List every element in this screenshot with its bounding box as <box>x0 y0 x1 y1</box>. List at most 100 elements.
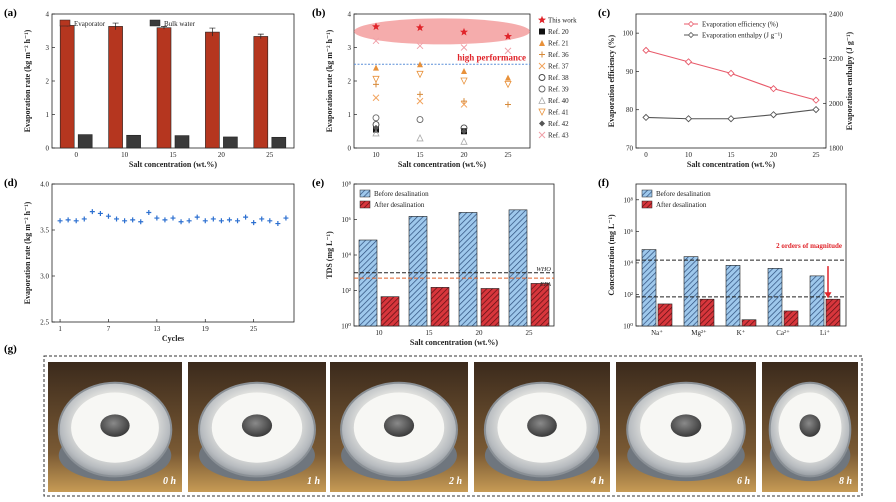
chart-b-legend-marker <box>538 131 546 139</box>
chart-d-point <box>218 218 224 224</box>
chart-d-point <box>243 214 249 220</box>
chart-c-point <box>684 115 693 123</box>
chart-a-errorbar <box>257 33 264 39</box>
chart-e-ytick-label: 10² <box>342 287 351 295</box>
photo-panel: 6 h <box>616 362 756 492</box>
chart-d-point <box>65 217 71 223</box>
chart-b-legend-label: Ref. 38 <box>548 74 569 82</box>
chart-b-ylabel: Evaporation rate (kg m⁻² h⁻¹) <box>325 29 334 132</box>
chart-d-point <box>194 214 200 220</box>
chart-d-point <box>226 217 232 223</box>
chart-b-ytick-label: 1 <box>348 111 352 119</box>
chart-b-legend-label: Ref. 39 <box>548 86 569 94</box>
chart-a-errorbar <box>112 22 119 30</box>
chart-d-frame <box>51 183 295 323</box>
chart-f-bar <box>657 303 673 327</box>
chart-f-ytick-label: 10⁴ <box>624 259 634 267</box>
chart-f-bar <box>699 298 715 327</box>
chart-d-ytick-label: 3.5 <box>40 227 49 235</box>
chart-c-ytick-label: 100 <box>623 30 634 38</box>
chart-e-bar <box>508 209 528 327</box>
chart-e-ytick-label: 10⁶ <box>342 216 352 224</box>
chart-e-ytick-label: 10⁴ <box>342 252 352 260</box>
chart-f-xtick-label: Ca²⁺ <box>776 329 790 337</box>
panel-label-f: (f) <box>598 177 609 189</box>
chart-d-point <box>251 220 257 226</box>
chart-d-point <box>210 216 216 222</box>
chart-d-point <box>138 219 144 225</box>
photo-time-label: 0 h <box>163 476 177 487</box>
chart-b-legend-label: Ref. 43 <box>548 132 569 140</box>
chart-a-bar <box>174 135 190 149</box>
chart-b-point <box>460 44 468 51</box>
chart-d-point <box>73 218 79 224</box>
chart-a-bar <box>77 134 93 149</box>
chart-f-ytick-label: 10⁰ <box>623 323 633 331</box>
evaporator-disc <box>670 414 702 437</box>
chart-e-ytick-label: 10⁸ <box>342 181 352 189</box>
chart-a-legend-label: Evaporator <box>74 20 106 28</box>
chart-c-ytick-label: 70 <box>626 145 634 153</box>
chart-b-point <box>505 101 511 108</box>
chart-e-reference-label: EPA <box>539 281 551 288</box>
chart-b-point <box>505 74 511 81</box>
chart-b-point <box>504 80 512 89</box>
chart-b-point <box>417 61 423 68</box>
chart-e-xtick-label: 10 <box>376 329 384 337</box>
chart-c-point <box>812 105 820 114</box>
chart-d-point <box>114 216 120 222</box>
chart-a-xtick-label: 15 <box>170 151 178 159</box>
chart-c-point <box>769 85 778 93</box>
chart-a-legend-swatch <box>59 19 71 27</box>
chart-b-point <box>416 23 424 32</box>
chart-b-legend-marker <box>539 28 545 35</box>
photo-strip: 0 h 1 h 2 h 4 h 6 h 8 h <box>48 362 858 492</box>
panel-label-a: (a) <box>4 7 17 19</box>
chart-e-legend-swatch <box>359 200 371 209</box>
chart-c-point <box>812 96 820 104</box>
chart-d-point <box>235 218 241 224</box>
chart-b-legend-marker <box>539 120 545 127</box>
chart-e-bar <box>530 283 550 327</box>
evaporator-disc <box>799 414 821 437</box>
chart-b-legend-marker <box>539 40 545 46</box>
chart-a-legend-label: Bulk water <box>164 20 196 28</box>
chart-a-xlabel: Salt concentration (wt.%) <box>129 160 218 169</box>
chart-f-ylabel: Concentration (mg L⁻¹) <box>607 214 616 296</box>
chart-b-legend-label: This work <box>548 17 577 25</box>
chart-d-point <box>162 217 168 223</box>
chart-d-ytick-label: 2.5 <box>40 319 49 327</box>
chart-c-xtick-label: 20 <box>770 151 778 159</box>
photo-panel: 2 h <box>330 362 468 492</box>
chart-d-ylabel: Evaporation rate (kg m⁻² h⁻¹) <box>23 201 32 304</box>
chart-e-bar <box>430 287 450 327</box>
chart-b-ytick-label: 3 <box>348 44 352 52</box>
chart-b-point <box>372 114 380 122</box>
chart-a-bar <box>205 31 220 149</box>
chart-e-legend-label: After desalination <box>374 201 425 209</box>
chart-d-point <box>259 216 265 222</box>
chart-d-point <box>267 218 273 224</box>
chart-d-point <box>275 221 281 227</box>
photo-panel: 8 h <box>762 362 858 492</box>
chart-e-bar <box>408 216 428 327</box>
chart-a-errorbar <box>209 27 216 37</box>
chart-b-point <box>416 42 424 50</box>
photo-time-label: 2 h <box>448 476 463 487</box>
chart-f-frame <box>635 183 847 327</box>
chart-c-xtick-label: 25 <box>813 151 821 159</box>
chart-c-legend-label: Evaporation efficiency (%) <box>702 21 779 29</box>
chart-d-point <box>89 209 95 215</box>
chart-b-xtick-label: 10 <box>373 151 381 159</box>
panel-label-d: (d) <box>4 177 18 189</box>
chart-b-point <box>416 97 424 105</box>
chart-c-xtick-label: 15 <box>728 151 736 159</box>
chart-e-legend-label: Before desalination <box>374 190 429 198</box>
photo-panel: 0 h <box>48 362 182 492</box>
evaporator-disc <box>100 414 130 437</box>
chart-d-point <box>186 218 192 224</box>
chart-c-right-ytick-label: 1800 <box>829 145 844 153</box>
chart-c-legend-marker <box>687 20 695 28</box>
panel-label-g: (g) <box>4 343 17 355</box>
